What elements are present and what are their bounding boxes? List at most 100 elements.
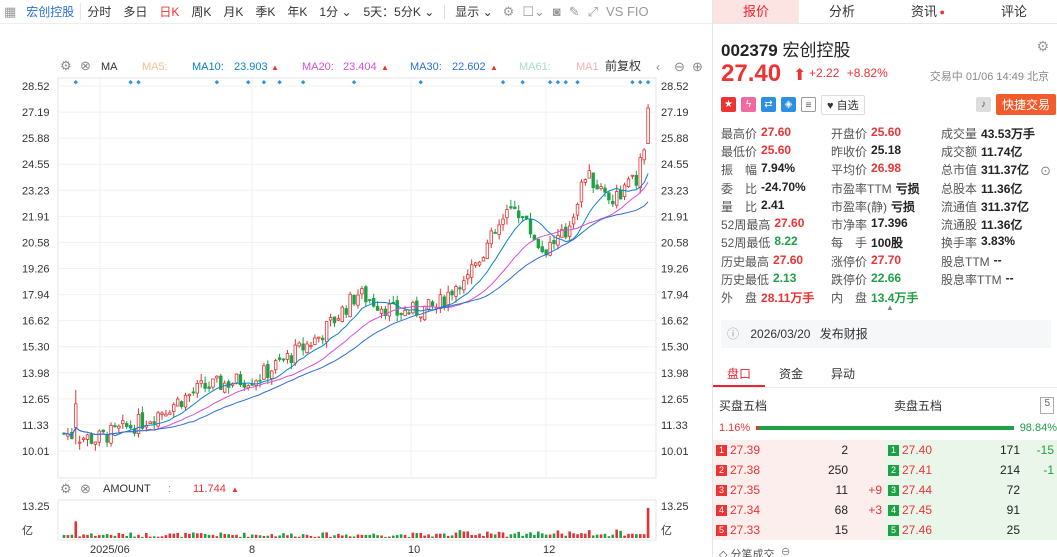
buy-level[interactable]: 3 27.35 11 +9 (713, 480, 885, 500)
amount-bar (227, 534, 230, 538)
collapse-icon[interactable]: ⊖ (781, 546, 791, 557)
tab-alerts[interactable]: 异动 (831, 367, 856, 381)
sell-level[interactable]: 2 27.41 214 -1 (885, 460, 1057, 480)
candle-body (125, 423, 129, 427)
settings-icon[interactable]: ⚙ (1036, 38, 1049, 54)
stat-cell: 最高价 27.60 (721, 125, 831, 142)
candle-body (481, 257, 486, 262)
amount-bar (356, 534, 360, 538)
amount-value: 11.744 (193, 483, 226, 495)
tab-news-label: 资讯 (911, 4, 938, 19)
amount-bar (94, 535, 97, 538)
tab-orderbook[interactable]: 盘口 (713, 362, 766, 387)
sell-price: 27.41 (902, 463, 933, 477)
buy-fill (756, 426, 760, 430)
amount-bar (384, 536, 387, 538)
camera-icon[interactable]: ◙ (552, 4, 561, 19)
buy-level[interactable]: 1 27.39 2 (713, 440, 885, 460)
more-icon[interactable]: ⊙ (1040, 163, 1051, 178)
stat-cell: 流通股 11.36亿 (941, 216, 1057, 233)
ma30-value: 22.602 (452, 61, 486, 73)
tab-quote[interactable]: 报价 (713, 0, 799, 23)
adjust-button: 前复权 (605, 58, 641, 73)
y-tick-label: 27.19 (661, 107, 689, 119)
period-multiday[interactable]: 多日 (123, 5, 148, 19)
sell-level[interactable]: 1 27.40 171 -15 (885, 440, 1057, 460)
tag-icon[interactable]: ◈ (781, 97, 796, 112)
orderbook-row: 5 27.33 15 5 27.46 25 (713, 520, 1057, 540)
candle-body (485, 242, 490, 259)
stat-cell: 历史最低 2.13 (721, 271, 831, 288)
candle-body (234, 373, 239, 384)
sell-level[interactable]: 4 27.45 91 (885, 500, 1057, 520)
tab-funds[interactable]: 资金 (779, 367, 804, 381)
stats-row: 量 比 2.41 市盈率(静) 亏损 流通值 311.37亿 (721, 197, 1057, 215)
fullscreen-icon[interactable]: ⤢ (587, 3, 599, 19)
x-axis: 2025/06 8 10 12 (90, 544, 555, 556)
stat-value: 22.66 (871, 271, 902, 286)
pen-icon[interactable]: ✎ (568, 3, 580, 19)
stock-name-tab[interactable]: 宏创控股 (20, 3, 82, 20)
period-intraday[interactable]: 分时 (87, 5, 112, 19)
settings-icon[interactable]: ⚙ (502, 3, 515, 19)
quote-panel: 报价 分析 资讯 ● 评论 002379 宏创控股 ⚙ 27.40 ⬆ +2.2… (712, 0, 1057, 557)
period-daily-k[interactable]: 日K (159, 5, 180, 19)
compare-vs-button[interactable]: VS FIO (606, 4, 649, 19)
lightning-icon[interactable]: ϟ (741, 97, 756, 112)
close-icon: ⊗ (80, 58, 91, 73)
watchlist-button[interactable]: ♥ 自选 (821, 94, 865, 115)
ma-lines (63, 173, 649, 437)
period-monthly-k[interactable]: 月K (223, 5, 244, 19)
margin-icon[interactable]: ⇄ (761, 97, 776, 112)
display-label: 显示 (455, 5, 480, 19)
candle-body (611, 200, 615, 205)
amount-bar (450, 535, 454, 538)
amount-bar (313, 536, 317, 538)
candle-body (344, 308, 348, 315)
notice-text: 发布财报 (819, 327, 868, 341)
amount-bar (235, 534, 238, 538)
buy-level[interactable]: 2 27.38 250 (713, 460, 885, 480)
candle-body (160, 412, 164, 415)
ma-label: MA (101, 61, 118, 73)
stock-code: 002379 (721, 41, 778, 60)
candle-body (583, 179, 588, 183)
tab-comments[interactable]: 评论 (1000, 4, 1027, 19)
quick-trade-button[interactable]: 快捷交易 (995, 94, 1056, 115)
period-weekly-k[interactable]: 周K (191, 5, 212, 19)
sell-level[interactable]: 3 27.44 72 (885, 480, 1057, 500)
notice-bar[interactable]: ⓘ 2026/03/20 发布财报 (721, 320, 1051, 348)
candle-body (140, 412, 145, 429)
amount-bar (145, 532, 148, 538)
amount-bar (172, 533, 176, 538)
bell-icon[interactable]: ♪ (975, 97, 991, 112)
amount-bar (156, 536, 160, 538)
levels-toggle[interactable]: 5 (1040, 397, 1054, 414)
kline-chart[interactable]: 28.52 27.19 25.88 24.55 23.23 21.91 20.58 19.26… (0, 0, 712, 557)
period-yearly-k[interactable]: 年K (287, 5, 308, 19)
tab-analysis[interactable]: 分析 (828, 4, 855, 19)
period-5day[interactable]: 5天：5分K ⌄ (358, 3, 441, 20)
period-1min[interactable]: 1分 ⌄ (313, 3, 357, 20)
stats-row: 最低价 25.60 昨收价 25.18 成交额 11.74亿 (721, 142, 1057, 160)
amount-bar (572, 533, 575, 538)
amount-bar (101, 534, 105, 538)
candle-body (489, 230, 493, 245)
buy-level[interactable]: 5 27.33 15 (713, 520, 885, 540)
tab-news[interactable]: 资讯 ● (885, 0, 971, 23)
grid-menu-icon[interactable]: ▦ (4, 3, 17, 19)
document-icon[interactable]: ≡ (801, 97, 816, 112)
candle-body (74, 403, 78, 428)
period-quarterly-k[interactable]: 季K (255, 5, 276, 19)
candle-body (203, 382, 207, 389)
candle-body (148, 421, 152, 424)
amount-bar (250, 534, 254, 538)
display-dropdown[interactable]: 显示 ⌄ (449, 3, 498, 20)
buy-level[interactable]: 4 27.34 68 +3 (713, 500, 885, 520)
checkbox-icon[interactable]: ☐⌄ (522, 3, 545, 19)
amount-bar (368, 535, 372, 538)
candle-body (258, 379, 262, 382)
sell-level[interactable]: 5 27.46 25 (885, 520, 1057, 540)
amount-bar (192, 532, 195, 538)
zoom-in-icon: ⊕ (692, 59, 703, 74)
